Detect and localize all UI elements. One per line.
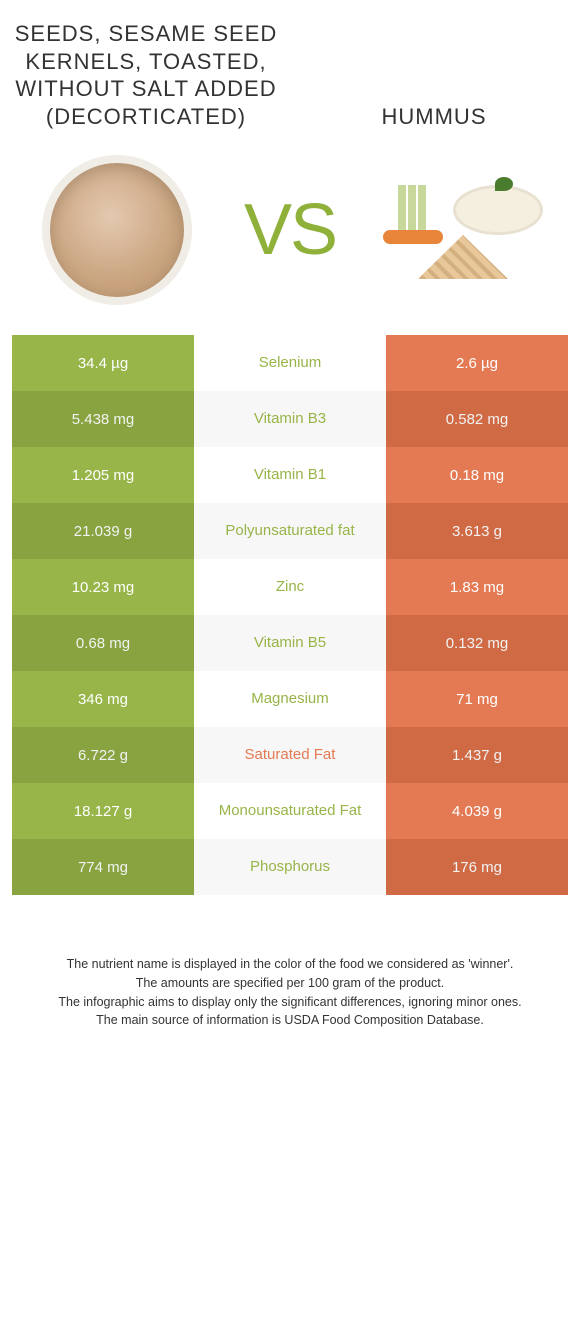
nutrient-name: Saturated Fat (194, 727, 386, 783)
right-value: 176 mg (386, 839, 568, 895)
table-row: 18.127 gMonounsaturated Fat4.039 g (12, 783, 568, 839)
right-value: 1.437 g (386, 727, 568, 783)
footer-line: The main source of information is USDA F… (22, 1011, 558, 1030)
left-value: 774 mg (12, 839, 194, 895)
nutrient-name: Vitamin B3 (194, 391, 386, 447)
right-value: 1.83 mg (386, 559, 568, 615)
table-row: 774 mgPhosphorus176 mg (12, 839, 568, 895)
left-value: 18.127 g (12, 783, 194, 839)
nutrient-name: Vitamin B5 (194, 615, 386, 671)
nutrient-name: Phosphorus (194, 839, 386, 895)
table-row: 21.039 gPolyunsaturated fat3.613 g (12, 503, 568, 559)
footer-line: The nutrient name is displayed in the co… (22, 955, 558, 974)
right-value: 3.613 g (386, 503, 568, 559)
right-value: 71 mg (386, 671, 568, 727)
right-value: 4.039 g (386, 783, 568, 839)
table-row: 0.68 mgVitamin B50.132 mg (12, 615, 568, 671)
infographic-container: Seeds, sesame seed kernels, toasted, wit… (0, 0, 580, 1030)
images-row: VS (12, 150, 568, 310)
left-value: 346 mg (12, 671, 194, 727)
right-food-image (378, 150, 548, 310)
nutrient-name: Vitamin B1 (194, 447, 386, 503)
hummus-plate-icon (383, 175, 543, 285)
tahini-bowl-icon (42, 155, 192, 305)
table-row: 5.438 mgVitamin B30.582 mg (12, 391, 568, 447)
footer-notes: The nutrient name is displayed in the co… (12, 955, 568, 1030)
header-row: Seeds, sesame seed kernels, toasted, wit… (12, 20, 568, 130)
left-value: 1.205 mg (12, 447, 194, 503)
table-row: 34.4 µgSelenium2.6 µg (12, 335, 568, 391)
nutrient-name: Zinc (194, 559, 386, 615)
left-food-title: Seeds, sesame seed kernels, toasted, wit… (12, 20, 280, 130)
nutrient-name: Polyunsaturated fat (194, 503, 386, 559)
right-value: 0.582 mg (386, 391, 568, 447)
table-row: 6.722 gSaturated Fat1.437 g (12, 727, 568, 783)
table-row: 346 mgMagnesium71 mg (12, 671, 568, 727)
footer-line: The amounts are specified per 100 gram o… (22, 974, 558, 993)
left-food-image (32, 150, 202, 310)
right-value: 0.18 mg (386, 447, 568, 503)
table-row: 1.205 mgVitamin B10.18 mg (12, 447, 568, 503)
nutrient-table: 34.4 µgSelenium2.6 µg5.438 mgVitamin B30… (12, 335, 568, 895)
footer-line: The infographic aims to display only the… (22, 993, 558, 1012)
right-food-title: Hummus (300, 103, 568, 131)
left-value: 0.68 mg (12, 615, 194, 671)
nutrient-name: Magnesium (194, 671, 386, 727)
left-value: 10.23 mg (12, 559, 194, 615)
right-value: 0.132 mg (386, 615, 568, 671)
left-value: 5.438 mg (12, 391, 194, 447)
nutrient-name: Selenium (194, 335, 386, 391)
left-value: 21.039 g (12, 503, 194, 559)
nutrient-name: Monounsaturated Fat (194, 783, 386, 839)
vs-label: VS (244, 189, 336, 271)
left-value: 6.722 g (12, 727, 194, 783)
right-value: 2.6 µg (386, 335, 568, 391)
table-row: 10.23 mgZinc1.83 mg (12, 559, 568, 615)
left-value: 34.4 µg (12, 335, 194, 391)
